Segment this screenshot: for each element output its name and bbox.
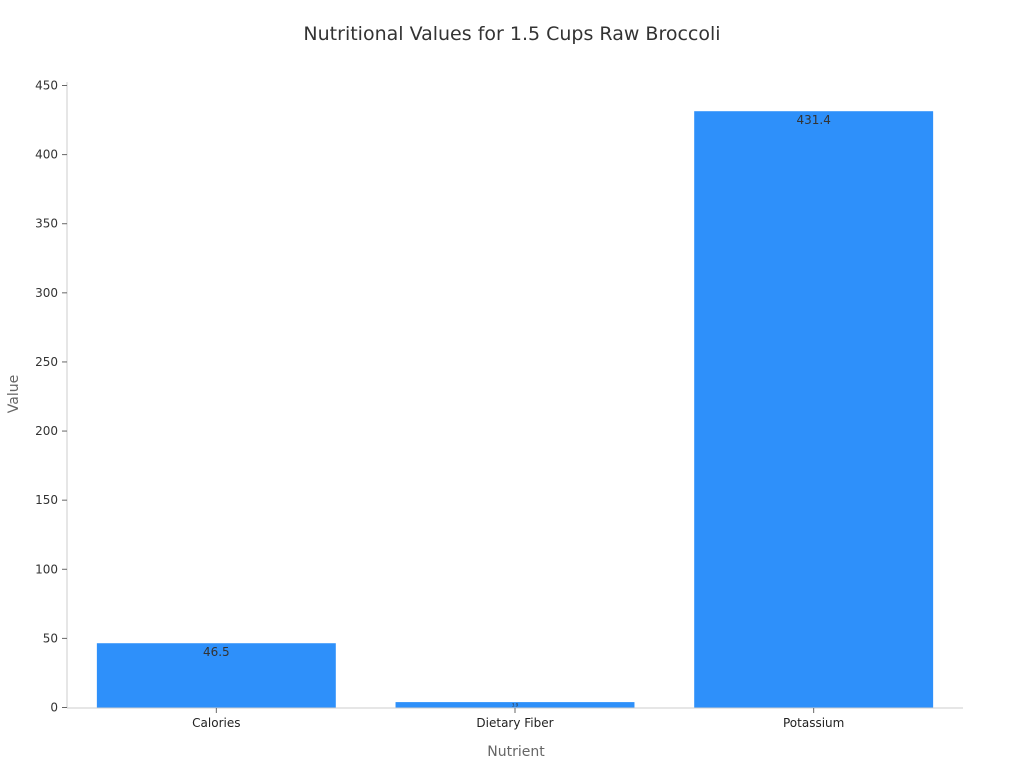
x-axis-label: Nutrient xyxy=(487,744,545,760)
y-tick-label: 100 xyxy=(35,562,58,576)
y-tick-label: 0 xyxy=(50,701,58,715)
data-label: 431.4 xyxy=(796,113,830,127)
bar xyxy=(395,702,635,708)
y-tick-label: 150 xyxy=(35,493,58,507)
y-tick-label: 450 xyxy=(35,79,58,93)
bar xyxy=(96,643,336,708)
y-tick-label: 400 xyxy=(35,148,58,162)
x-tick-label: Dietary Fiber xyxy=(476,716,553,730)
chart-title: Nutritional Values for 1.5 Cups Raw Broc… xyxy=(303,23,720,45)
data-label: 46.5 xyxy=(203,645,230,659)
data-label: 3.9 xyxy=(512,703,519,708)
bar xyxy=(694,111,934,708)
y-axis-label: Value xyxy=(6,375,22,413)
y-tick-label: 250 xyxy=(35,355,58,369)
x-tick-label: Calories xyxy=(192,716,240,730)
y-tick-label: 350 xyxy=(35,217,58,231)
x-tick-label: Potassium xyxy=(783,716,844,730)
y-tick-label: 300 xyxy=(35,286,58,300)
y-tick-label: 50 xyxy=(43,631,58,645)
y-tick-label: 200 xyxy=(35,424,58,438)
